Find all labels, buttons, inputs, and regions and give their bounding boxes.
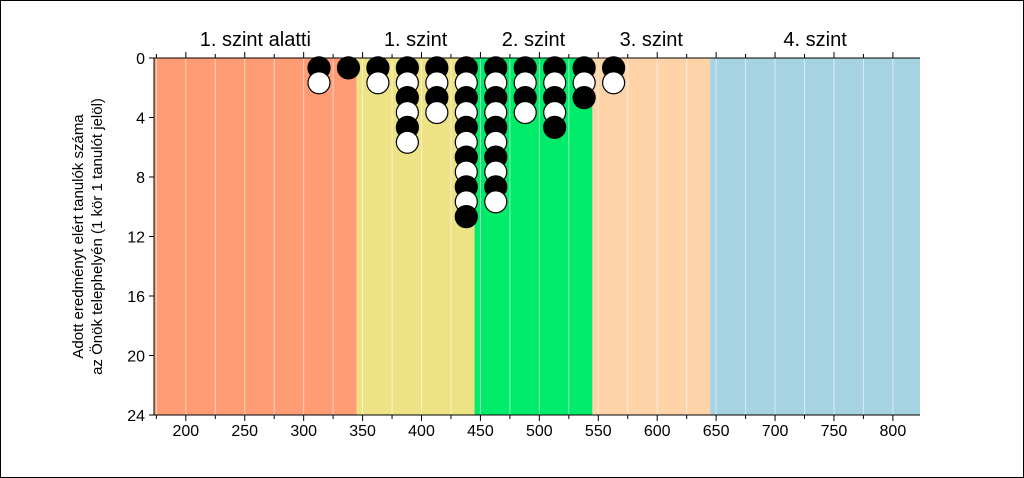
student-dot xyxy=(601,71,626,95)
y-tick-label: 8 xyxy=(136,170,145,187)
student-dot xyxy=(425,100,449,125)
y-tick-label: 24 xyxy=(127,408,145,425)
student-dot xyxy=(395,130,419,154)
tick-labels: 200 250 300 350 400 450 500 550 600 650 700 750 800 0… xyxy=(127,51,906,440)
x-tick-label: 750 xyxy=(821,423,848,440)
student-dot xyxy=(543,115,567,139)
x-tick-label: 500 xyxy=(526,423,553,440)
level-band-5 xyxy=(710,58,920,415)
student-dot xyxy=(454,205,478,229)
student-dots xyxy=(307,56,626,229)
level-label-5: 4. szint xyxy=(783,29,847,51)
level-band-1 xyxy=(154,58,357,415)
student-dot xyxy=(307,71,331,95)
x-tick-label: 650 xyxy=(703,423,730,440)
y-tick-label: 20 xyxy=(127,349,145,366)
level-label-1: 1. szint alatti xyxy=(200,29,311,51)
x-tick-label: 300 xyxy=(290,423,317,440)
student-dot xyxy=(513,100,537,125)
student-dot xyxy=(572,86,596,110)
gridlines xyxy=(155,58,894,415)
x-tick-label: 600 xyxy=(644,423,671,440)
level-label-2: 1. szint xyxy=(384,29,448,51)
axes xyxy=(149,52,920,421)
y-tick-label: 16 xyxy=(127,289,145,306)
x-tick-label: 400 xyxy=(408,423,435,440)
x-tick-label: 250 xyxy=(231,423,258,440)
y-tick-label: 4 xyxy=(136,111,145,128)
level-label-3: 2. szint xyxy=(502,29,566,51)
student-dot xyxy=(484,190,508,214)
x-tick-label: 200 xyxy=(172,423,199,440)
student-dot xyxy=(336,56,361,80)
x-tick-label: 550 xyxy=(585,423,612,440)
y-axis-label-line-1: Adott eredményt elért tanulók száma xyxy=(70,114,87,359)
x-tick-label: 800 xyxy=(880,423,907,440)
level-band-4 xyxy=(592,58,711,415)
y-tick-label: 12 xyxy=(127,230,145,247)
y-tick-label: 0 xyxy=(136,51,145,68)
y-axis-label-line-2: az Önök telephelyén (1 kör 1 tanulót jel… xyxy=(88,98,106,375)
level-labels: 1. szint alatti 1. szint 2. szint 3. szint 4… xyxy=(200,29,847,51)
x-tick-label: 700 xyxy=(762,423,789,440)
x-tick-label: 350 xyxy=(349,423,376,440)
x-tick-label: 450 xyxy=(467,423,494,440)
student-dot xyxy=(366,71,390,95)
level-label-4: 3. szint xyxy=(620,29,684,51)
level-bands xyxy=(154,58,920,415)
